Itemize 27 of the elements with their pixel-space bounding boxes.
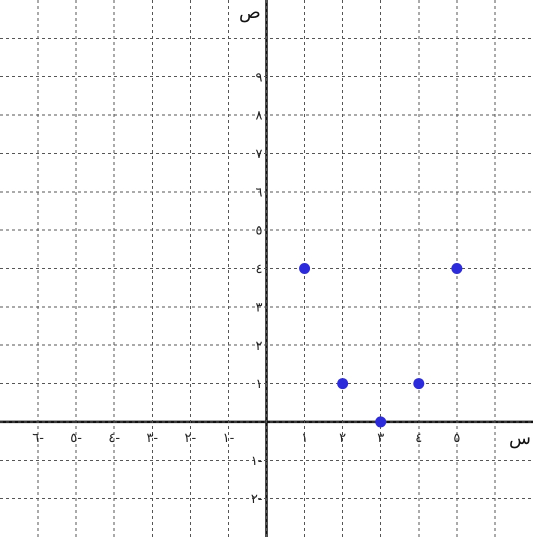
y-tick-label: ٥	[256, 224, 263, 239]
y-tick-label: ٣	[256, 300, 263, 316]
x-tick-label: ٣-	[146, 430, 158, 446]
x-tick-label: ١-	[222, 430, 235, 446]
y-tick-label: ٨	[256, 108, 263, 124]
point	[375, 416, 386, 428]
x-tick-label: ٥	[453, 430, 460, 446]
point	[299, 263, 310, 274]
x-tick-label: ٣	[377, 430, 384, 446]
point	[413, 378, 424, 390]
x-tick-label: ٢	[339, 430, 346, 446]
point	[337, 378, 348, 390]
y-axis-title: ص	[239, 2, 261, 23]
point	[451, 263, 462, 274]
y-tick-label: ٢-	[250, 492, 263, 508]
x-tick-label: ٢-	[184, 430, 196, 446]
x-axis-title: س	[509, 428, 531, 449]
y-tick-label: ٢	[256, 338, 263, 354]
x-tick-label: ٤-	[108, 430, 120, 446]
y-tick-label: ٦	[256, 185, 263, 200]
x-tick-label: ٤	[415, 430, 422, 446]
y-tick-label: ١-	[250, 454, 263, 469]
y-tick-label: ٧	[256, 146, 263, 162]
x-tick-label: ٦-	[32, 430, 44, 446]
y-tick-label: ٩	[256, 70, 263, 86]
x-tick-label: ٥-	[70, 430, 82, 446]
x-tick-label: ١	[301, 430, 308, 446]
